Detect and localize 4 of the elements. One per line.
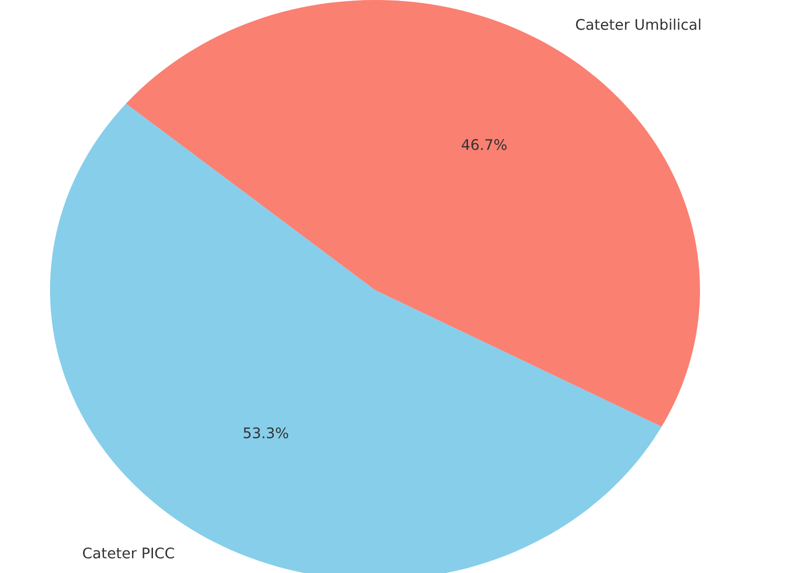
slice-label: Cateter Umbilical xyxy=(576,18,700,30)
data-label: 46.7% xyxy=(462,139,507,150)
slice-label: Cateter PICC xyxy=(83,547,174,559)
data-label: 53.3% xyxy=(244,427,288,438)
